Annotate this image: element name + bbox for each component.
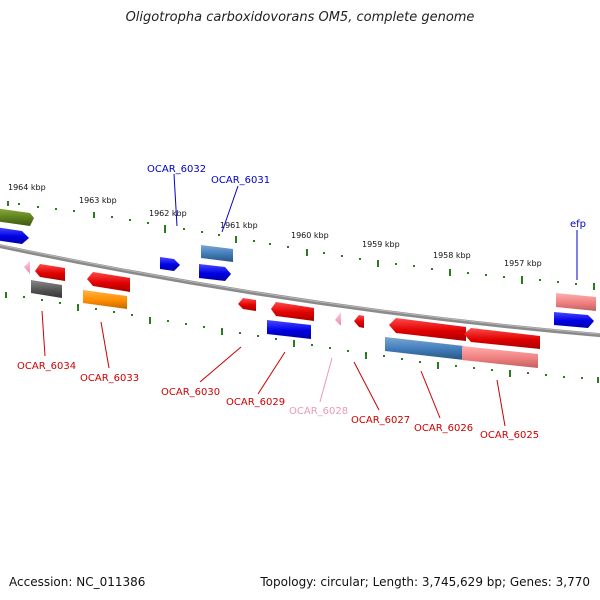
gene-label-ocar-6025[interactable]: OCAR_6025 — [480, 430, 539, 441]
gene-arrow-ocar-6033[interactable] — [83, 290, 127, 309]
gene-arrow[interactable] — [556, 293, 596, 311]
gene-arrow[interactable] — [389, 318, 466, 341]
kbp-labels: 1964 kbp 1963 kbp 1962 kbp 1961 kbp 1960… — [8, 183, 542, 268]
gene-label-ocar-6026[interactable]: OCAR_6026 — [414, 423, 473, 434]
kbp-label: 1962 kbp — [149, 209, 187, 218]
gene-arrow-ocar-6025[interactable] — [462, 346, 538, 368]
gene-label-ocar-6030[interactable]: OCAR_6030 — [161, 387, 220, 398]
accession-text: Accession: NC_011386 — [9, 575, 146, 589]
gene-label-ocar-6032[interactable]: OCAR_6032 — [147, 164, 206, 175]
lower-tick-ruler — [5, 292, 599, 383]
map-title: Oligotropha carboxidovorans OM5, complet… — [125, 10, 475, 25]
gene-label-efp[interactable]: efp — [570, 219, 586, 230]
kbp-label: 1963 kbp — [79, 196, 117, 205]
gene-arrow-ocar-6030[interactable] — [238, 298, 256, 311]
gene-label-ocar-6027[interactable]: OCAR_6027 — [351, 415, 410, 426]
leader-lines — [41, 173, 578, 427]
kbp-label: 1961 kbp — [220, 221, 258, 230]
upper-tick-ruler — [7, 201, 595, 290]
gene-arrow-ocar-6029[interactable] — [267, 320, 311, 339]
kbp-label: 1957 kbp — [504, 259, 542, 268]
gene-arrow-ocar-6026[interactable] — [385, 337, 464, 360]
gene-label-ocar-6029[interactable]: OCAR_6029 — [226, 397, 285, 408]
gene-arrow-ocar-6031[interactable] — [201, 245, 233, 262]
gene-label-ocar-6031[interactable]: OCAR_6031 — [211, 175, 270, 186]
gene-arrow-ocar-6028[interactable] — [335, 312, 341, 326]
gene-arrow[interactable] — [35, 264, 65, 281]
gene-arrow[interactable] — [0, 208, 34, 226]
reverse-genes — [24, 261, 540, 368]
gene-arrow[interactable] — [0, 227, 29, 244]
gene-arrow[interactable] — [271, 302, 314, 321]
kbp-label: 1958 kbp — [433, 251, 471, 260]
gene-arrow[interactable] — [87, 272, 130, 292]
gene-label-ocar-6033[interactable]: OCAR_6033 — [80, 373, 139, 384]
gene-arrow-efp[interactable] — [554, 312, 594, 328]
gene-arrow[interactable] — [24, 261, 30, 274]
kbp-label: 1960 kbp — [291, 231, 329, 240]
gene-arrow[interactable] — [199, 264, 231, 281]
gene-labels: OCAR_6032 OCAR_6031 efp OCAR_6034 OCAR_6… — [17, 164, 586, 441]
kbp-label: 1964 kbp — [8, 183, 46, 192]
gene-arrow-ocar-6032[interactable] — [160, 257, 180, 271]
gene-label-ocar-6034[interactable]: OCAR_6034 — [17, 361, 76, 372]
genome-backbone-highlight — [0, 244, 600, 335]
gene-label-ocar-6028[interactable]: OCAR_6028 — [289, 406, 348, 417]
kbp-label: 1959 kbp — [362, 240, 400, 249]
gene-arrow-ocar-6027[interactable] — [354, 315, 364, 328]
forward-genes — [0, 208, 596, 328]
gene-arrow[interactable] — [464, 328, 540, 349]
gene-arrow-ocar-6034[interactable] — [31, 280, 62, 298]
genome-summary-text: Topology: circular; Length: 3,745,629 bp… — [260, 575, 590, 589]
genome-backbone — [0, 244, 600, 338]
